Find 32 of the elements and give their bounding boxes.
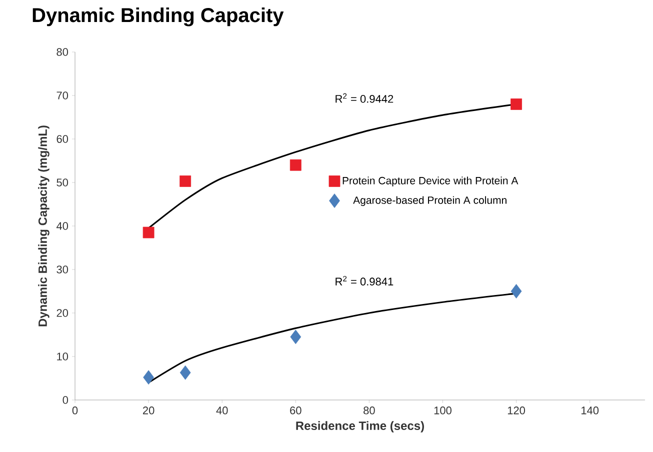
legend-label: Agarose-based Protein A column [353,196,506,206]
x-tick-label: 140 [581,406,599,414]
x-tick-label: 120 [508,406,526,414]
y-tick-label: 70 [56,92,68,100]
x-tick-label: 100 [434,406,452,414]
chart-title: Dynamic Binding Capacity [32,8,284,26]
point [143,370,154,385]
point [290,330,302,344]
y-tick-label: 20 [56,309,68,317]
legend-label: Protein Capture Device with Protein A [342,176,518,186]
point [180,365,191,380]
point [510,98,522,110]
y-tick-label: 50 [56,178,68,186]
point [290,159,302,171]
x-tick-label: 0 [72,406,78,414]
y-tick-label: 30 [56,266,68,274]
y-tick-label: 0 [62,396,68,404]
x-axis-title: Residence Time (secs) [296,421,424,432]
x-tick-label: 60 [290,406,302,414]
x-tick-label: 40 [216,406,228,414]
y-tick-label: 10 [57,352,68,360]
annotation: R$^{2}$ = 0.9841 [336,276,394,286]
annotation: R$^{2}$ = 0.9442 [336,93,394,103]
x-tick-label: 20 [142,406,154,414]
y-tick-label: 40 [56,222,68,230]
x-tick-label: 80 [364,406,375,414]
y-axis-title: Dynamic Binding Capacity (mg/mL) [38,126,50,326]
point [142,226,154,238]
y-tick-label: 80 [56,48,68,56]
point [180,175,192,187]
y-tick-label: 60 [56,135,68,143]
point [510,284,522,298]
